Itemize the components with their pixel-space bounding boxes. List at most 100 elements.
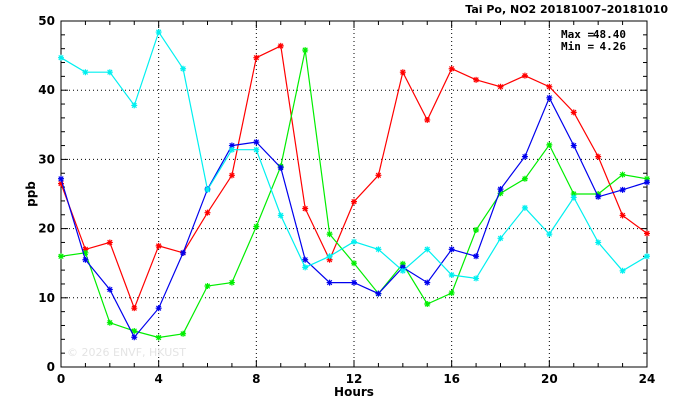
data-point	[473, 76, 480, 83]
data-point	[155, 305, 162, 312]
data-point	[448, 65, 455, 72]
x-tick-label: 12	[346, 372, 363, 386]
data-point	[302, 205, 309, 212]
data-point	[546, 94, 553, 101]
data-point	[399, 260, 406, 267]
data-point	[644, 230, 650, 237]
data-point	[399, 69, 406, 76]
data-point	[644, 175, 650, 182]
data-point	[155, 29, 162, 36]
data-point	[375, 290, 382, 297]
x-tick-label: 4	[154, 372, 162, 386]
watermark: © 2026 ENVF, HKUST	[67, 346, 186, 359]
x-tick-label: 8	[252, 372, 260, 386]
data-point	[326, 279, 333, 286]
x-tick-label: 0	[57, 372, 65, 386]
data-point	[106, 319, 113, 326]
data-point	[644, 179, 650, 186]
data-point	[546, 231, 553, 238]
data-point	[326, 256, 333, 263]
y-tick-label: 10	[38, 291, 55, 305]
data-point	[448, 246, 455, 253]
data-point	[424, 279, 431, 286]
max-value: 48.40	[593, 28, 626, 41]
x-tick-label: 16	[443, 372, 460, 386]
data-point	[180, 330, 187, 337]
data-point	[619, 267, 626, 274]
data-point	[424, 301, 431, 308]
axis-ticks	[60, 20, 648, 368]
series-layer	[58, 29, 650, 341]
data-point	[375, 246, 382, 253]
x-axis-title: Hours	[334, 385, 374, 399]
data-point	[180, 65, 187, 72]
data-point	[131, 102, 138, 109]
data-point	[570, 142, 577, 149]
data-point	[351, 260, 357, 267]
data-point	[351, 238, 357, 245]
data-point	[155, 334, 162, 341]
y-tick-label: 0	[47, 360, 55, 374]
data-point	[424, 116, 431, 123]
data-point	[497, 186, 504, 193]
data-point	[82, 256, 89, 263]
data-point	[399, 267, 406, 274]
data-point	[595, 193, 602, 200]
x-tick-labels: 0 4 8 12 16 20 24	[57, 372, 656, 386]
data-point	[180, 249, 187, 256]
data-point	[521, 153, 528, 160]
stats-box: Max = 48.40 Min = 4.26	[561, 28, 626, 53]
data-point	[228, 146, 235, 153]
data-point	[204, 209, 211, 216]
data-point	[302, 256, 309, 263]
data-point	[521, 204, 528, 211]
data-point	[473, 253, 480, 260]
x-tick-label: 20	[541, 372, 558, 386]
y-axis-title: ppb	[24, 181, 38, 207]
data-point	[326, 231, 333, 238]
data-point	[399, 264, 406, 271]
data-point	[155, 242, 162, 249]
data-point	[302, 264, 309, 271]
series-4	[58, 29, 650, 282]
data-point	[228, 142, 235, 149]
data-point	[497, 235, 504, 242]
y-tick-label: 40	[38, 83, 55, 97]
data-point	[106, 239, 113, 246]
series-1	[58, 42, 650, 312]
data-point	[82, 69, 89, 76]
data-point	[131, 305, 138, 312]
data-point	[546, 83, 553, 90]
data-point	[619, 171, 626, 178]
data-point	[644, 253, 650, 260]
min-value: 4.26	[600, 40, 627, 53]
y-tick-label: 30	[38, 152, 55, 166]
data-point	[58, 175, 64, 182]
data-point	[448, 289, 455, 296]
data-point	[546, 141, 553, 148]
data-point	[448, 271, 455, 278]
data-point	[473, 275, 480, 282]
data-point	[424, 246, 431, 253]
data-point	[277, 42, 284, 49]
data-point	[302, 47, 309, 54]
data-point	[131, 328, 138, 335]
y-tick-label: 50	[38, 14, 55, 28]
grid	[61, 21, 647, 367]
data-point	[253, 54, 260, 61]
data-point	[351, 198, 357, 205]
data-point	[58, 54, 64, 61]
data-point	[595, 153, 602, 160]
data-point	[570, 194, 577, 201]
y-tick-label: 20	[38, 222, 55, 236]
data-point	[326, 253, 333, 260]
data-point	[497, 83, 504, 90]
data-point	[131, 334, 138, 341]
data-point	[228, 172, 235, 179]
data-point	[497, 190, 504, 197]
min-label: Min =	[561, 40, 594, 53]
data-point	[204, 186, 211, 193]
data-point	[253, 139, 260, 146]
data-point	[253, 223, 260, 230]
